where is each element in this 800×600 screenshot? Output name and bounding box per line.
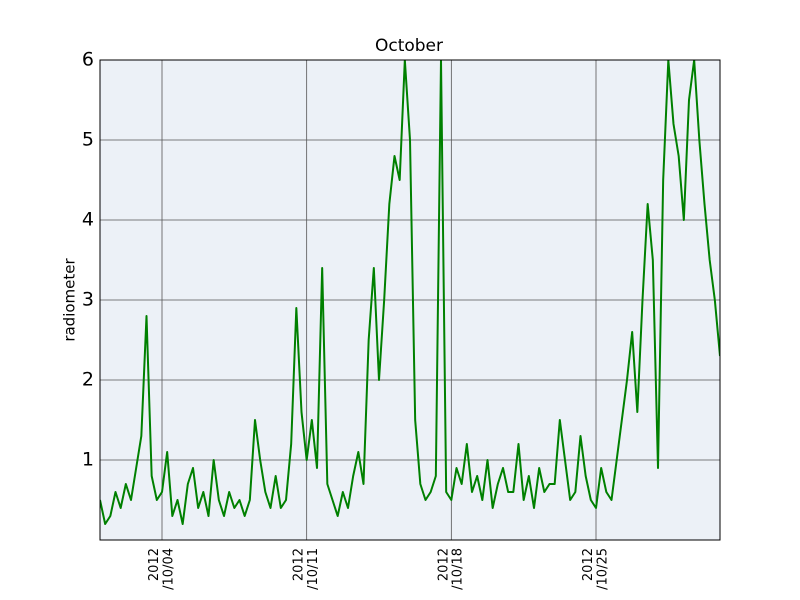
y-tick-label: 4 — [82, 209, 94, 231]
data-line — [100, 60, 720, 525]
x-tick-label: 2012/10/25 — [581, 548, 610, 590]
y-tick-label: 5 — [82, 129, 94, 151]
y-axis-label: radiometer — [61, 257, 79, 341]
y-tick-label: 2 — [82, 369, 94, 391]
x-tick-label: 2012/10/11 — [291, 548, 320, 590]
x-tick-label: 2012/10/04 — [147, 548, 176, 590]
chart-title: October — [375, 36, 443, 56]
y-tick-label: 3 — [82, 289, 94, 311]
y-tick-label: 1 — [82, 449, 94, 471]
x-tick-label: 2012/10/18 — [436, 548, 465, 590]
y-tick-label: 6 — [82, 49, 94, 71]
plot-frame — [99, 59, 721, 541]
